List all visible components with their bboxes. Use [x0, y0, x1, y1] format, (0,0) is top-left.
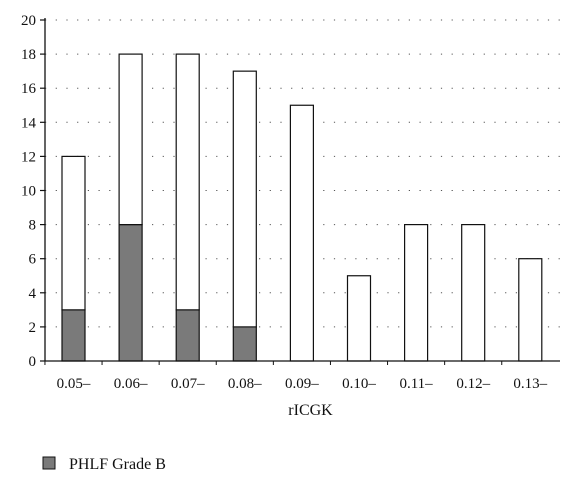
bar-segment — [461, 224, 486, 362]
bar-segment — [404, 224, 429, 362]
axes — [44, 18, 560, 362]
x-tick-label: 0.12– — [456, 376, 490, 392]
x-tick-label: 0.11– — [399, 376, 433, 392]
bar-segment-phlf-grade-b — [118, 224, 143, 362]
bar-segment — [289, 104, 314, 362]
x-tick-label: 0.09– — [285, 376, 319, 392]
y-tick-label: 0 — [29, 354, 37, 370]
bar-segment — [175, 53, 200, 311]
y-tick-label: 6 — [29, 252, 37, 268]
y-tick-label: 2 — [29, 320, 37, 336]
bar-segment-phlf-grade-b — [232, 326, 257, 362]
bar-segment — [232, 70, 257, 328]
x-tick-label: 0.07– — [171, 376, 205, 392]
bar-segment-phlf-grade-b — [61, 309, 86, 362]
x-tick-label: 0.10– — [342, 376, 376, 392]
bar-segment — [518, 258, 543, 362]
y-tick-label: 20 — [21, 13, 36, 29]
bar-segment — [346, 275, 372, 362]
y-tick-label: 16 — [21, 81, 37, 97]
x-tick-label: 0.06– — [114, 376, 148, 392]
y-tick-label: 12 — [21, 149, 36, 165]
bar-segment — [61, 155, 86, 311]
legend-swatch-phlf-grade-b — [42, 456, 56, 470]
legend: PHLF Grade B — [42, 456, 166, 473]
bars-group — [61, 53, 543, 362]
x-tick-label: 0.08– — [228, 376, 262, 392]
bar-segment — [118, 53, 143, 226]
x-tick-label: 0.05– — [57, 376, 91, 392]
y-tick-label: 4 — [29, 286, 37, 302]
legend-label-phlf-grade-b: PHLF Grade B — [69, 456, 166, 473]
x-axis-ticks: 0.05– 0.06– 0.07– 0.08– 0.09– 0.10– 0.11– 0.12–… — [44, 361, 548, 392]
y-tick-label: 10 — [21, 184, 36, 200]
y-tick-label: 18 — [21, 47, 36, 63]
y-tick-label: 14 — [21, 115, 37, 131]
y-tick-label: 8 — [29, 218, 37, 234]
y-axis-ticks: 0 2 4 6 8 10 12 14 16 18 20 — [21, 13, 45, 370]
x-tick-label: 0.13– — [513, 376, 547, 392]
bar-segment-phlf-grade-b — [175, 309, 200, 362]
x-axis-label: rICGK — [288, 402, 333, 419]
